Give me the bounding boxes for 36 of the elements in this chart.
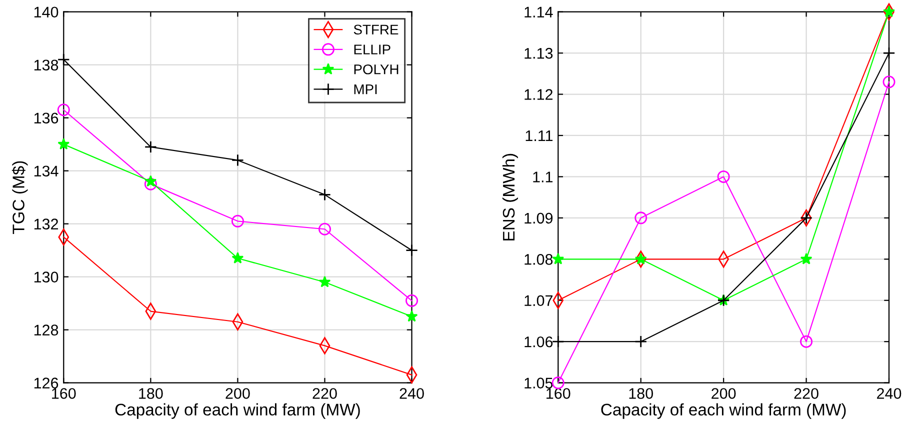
legend-label: MPI bbox=[354, 84, 377, 94]
y-tick-label: 140 bbox=[34, 6, 58, 18]
y-tick-label: 1.11 bbox=[526, 130, 553, 142]
x-tick-label: 220 bbox=[794, 388, 818, 399]
y-tick-label: 1.09 bbox=[524, 212, 553, 224]
x-axis-title: Capacity of each wind farm (MW) bbox=[601, 403, 846, 419]
y-tick-label: 128 bbox=[34, 324, 58, 336]
legend-label: POLYH bbox=[354, 64, 398, 74]
y-tick-label: 1.05 bbox=[524, 378, 553, 388]
legend-label: ELLIP bbox=[354, 44, 390, 54]
x-tick-label: 160 bbox=[52, 388, 76, 399]
x-tick-label: 180 bbox=[629, 388, 653, 399]
y-tick-label: 1.1 bbox=[533, 172, 553, 182]
y-axis-title: TGC (M$) bbox=[12, 161, 28, 234]
y-tick-label: 1.06 bbox=[524, 336, 553, 348]
y-tick-label: 134 bbox=[34, 166, 58, 177]
x-tick-label: 240 bbox=[877, 388, 902, 399]
x-tick-label: 220 bbox=[312, 388, 337, 399]
x-tick-label: 160 bbox=[546, 388, 570, 399]
x-tick-label: 180 bbox=[139, 388, 163, 399]
y-tick-label: 132 bbox=[34, 218, 58, 230]
y-tick-label: 130 bbox=[34, 272, 58, 282]
y-tick-label: 1.12 bbox=[524, 89, 552, 100]
x-axis-title: Capacity of each wind farm (MW) bbox=[115, 403, 360, 419]
y-tick-label: 136 bbox=[34, 112, 58, 124]
y-tick-label: 1.07 bbox=[524, 295, 552, 306]
y-tick-label: 1.14 bbox=[524, 6, 553, 18]
x-tick-label: 240 bbox=[400, 388, 424, 399]
legend-label: STFRE bbox=[354, 24, 398, 35]
y-tick-label: 1.08 bbox=[524, 254, 553, 265]
x-tick-label: 200 bbox=[226, 388, 250, 399]
y-tick-label: 126 bbox=[34, 378, 58, 388]
y-tick-label: 138 bbox=[34, 60, 58, 71]
y-axis-title: ENS (MWh) bbox=[502, 154, 518, 240]
y-tick-label: 1.13 bbox=[524, 48, 553, 59]
x-tick-label: 200 bbox=[712, 388, 736, 399]
